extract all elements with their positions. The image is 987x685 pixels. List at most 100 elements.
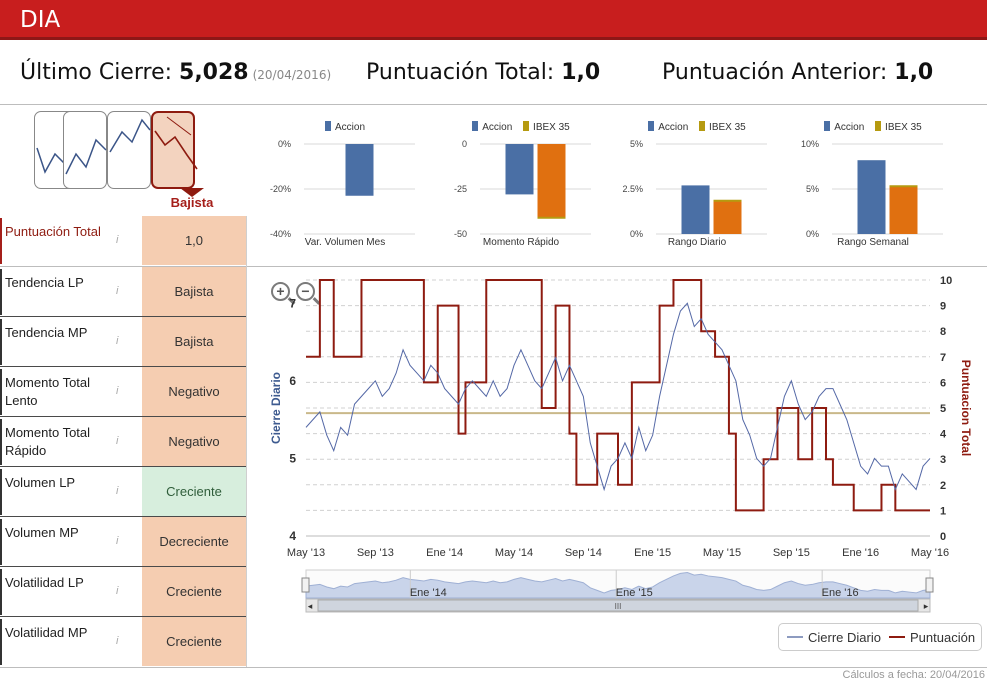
scroll-right-icon: ▸: [924, 601, 929, 611]
navigator-label: Ene '15: [616, 587, 653, 599]
y-right-tick-label: 7: [940, 352, 946, 364]
row-accent: [0, 319, 2, 365]
y-left-tick-label: 6: [289, 374, 296, 388]
indicator-row: Volumen LP i Creciente: [0, 466, 246, 516]
mini-legend: Accion IBEX 35: [788, 121, 958, 133]
legend-item: IBEX 35: [523, 121, 570, 133]
trend-option-up[interactable]: [107, 111, 151, 189]
legend-swatch: [648, 121, 655, 131]
navigator-label: Ene '16: [822, 587, 859, 599]
y-right-tick-label: 0: [940, 531, 946, 543]
row-accent: [0, 619, 2, 665]
y-tick-label: 5%: [806, 184, 819, 194]
legend-swatch: [824, 121, 831, 131]
summary-bar: Último Cierre: 5,028 (20/04/2016) Puntuac…: [0, 50, 987, 100]
row-accent: [0, 218, 2, 264]
legend-item: Accion: [472, 121, 513, 133]
y-tick-label: -25: [454, 184, 467, 194]
divider: [246, 216, 247, 668]
total-score-value: 1,0: [561, 60, 601, 85]
indicator-row: Volatilidad MP i Creciente: [0, 616, 246, 666]
row-accent: [0, 419, 2, 465]
trend-option-sideways[interactable]: [63, 111, 107, 189]
bar-ibex-35: [889, 186, 918, 234]
mini-chart-momentum: Accion IBEX 35 0 -25 -50 Momento Rápido: [436, 112, 606, 252]
info-icon[interactable]: i: [116, 335, 119, 347]
indicator-value: Creciente: [142, 567, 246, 616]
mini-chart-weekly-range: Accion IBEX 35 10% 5% 0% Rango Semanal: [788, 112, 958, 252]
indicator-value: Bajista: [142, 317, 246, 366]
legend-item-cierre[interactable]: Cierre Diario: [787, 630, 881, 645]
mini-chart-title: Var. Volumen Mes: [304, 237, 386, 248]
info-icon[interactable]: i: [116, 385, 119, 397]
legend-item: IBEX 35: [699, 121, 746, 133]
indicator-label: Tendencia MP: [5, 325, 88, 340]
y-tick-label: 0%: [630, 229, 643, 237]
mini-legend: Accion IBEX 35: [436, 121, 606, 133]
trend-option-bearish[interactable]: [151, 111, 198, 189]
bar-ibex-35: [537, 144, 566, 218]
indicator-row: Momento Total Lento i Negativo: [0, 366, 246, 416]
bar-accion: [345, 144, 374, 196]
info-icon[interactable]: i: [116, 635, 119, 647]
legend-swatch: [875, 121, 882, 131]
info-icon[interactable]: i: [116, 585, 119, 597]
info-icon[interactable]: i: [116, 435, 119, 447]
y-right-tick-label: 3: [940, 454, 946, 466]
info-icon[interactable]: i: [116, 485, 119, 497]
divider: [0, 667, 987, 668]
legend-label: IBEX 35: [709, 122, 746, 133]
x-tick-label: Sep '13: [357, 547, 394, 559]
trend-selected-label: Bajista: [170, 195, 214, 210]
selected-pointer: [180, 188, 204, 197]
bar-accion: [681, 185, 710, 234]
legend-label: Accion: [834, 122, 865, 133]
calc-date-footer: Cálculos a fecha: 20/04/2016: [842, 669, 986, 681]
bar-accion: [857, 160, 886, 234]
indicator-row: Tendencia LP i Bajista: [0, 266, 246, 316]
indicator-label: Volatilidad MP: [5, 625, 88, 640]
legend-item: Accion: [648, 121, 689, 133]
indicator-value: Negativo: [142, 417, 246, 466]
x-tick-label: Sep '14: [565, 547, 602, 559]
info-icon[interactable]: i: [116, 285, 119, 297]
info-icon[interactable]: i: [116, 234, 119, 246]
indicator-row: Momento Total Rápido i Negativo: [0, 416, 246, 466]
indicator-row: Tendencia MP i Bajista: [0, 316, 246, 366]
legend-label: Accion: [658, 122, 689, 133]
trend-picker: Bajista: [34, 111, 213, 215]
mini-chart-title: Momento Rápido: [482, 237, 560, 248]
indicator-label: Tendencia LP: [5, 275, 84, 290]
indicator-label: Volumen MP: [5, 525, 79, 540]
zoom-in-icon[interactable]: +: [271, 282, 290, 301]
legend-label: Accion: [482, 122, 513, 133]
zoom-out-icon[interactable]: −: [296, 282, 315, 301]
row-accent: [0, 569, 2, 615]
row-accent: [0, 269, 2, 315]
y-right-tick-label: 10: [940, 275, 952, 287]
indicator-table: Puntuación Total i 1,0 Tendencia LP i Ba…: [0, 216, 246, 666]
legend-item-puntuacion[interactable]: Puntuación: [889, 630, 975, 645]
previous-score-label: Puntuación Anterior:: [662, 60, 888, 85]
indicator-label: Momento Total Lento: [5, 375, 91, 408]
line-chart-icon: [65, 138, 107, 175]
y-tick-label: -20%: [270, 184, 291, 194]
legend-swatch: [324, 121, 331, 131]
divider: [0, 104, 987, 105]
x-tick-label: May '13: [287, 547, 325, 559]
bar-ibex-35: [713, 200, 742, 234]
y-tick-label: 10%: [801, 139, 819, 149]
y-tick-label: 0%: [278, 139, 291, 149]
legend-label: Cierre Diario: [808, 630, 881, 645]
scrollbar-thumb: [317, 599, 919, 612]
total-score-label: Puntuación Total:: [366, 60, 555, 85]
x-tick-label: May '16: [911, 547, 949, 559]
x-tick-label: Ene '16: [842, 547, 879, 559]
y-right-tick-label: 9: [940, 301, 946, 313]
previous-score: Puntuación Anterior: 1,0: [662, 60, 933, 85]
indicator-row: Puntuación Total i 1,0: [0, 216, 246, 266]
legend-item: Accion: [324, 121, 365, 133]
last-close: Último Cierre: 5,028 (20/04/2016): [20, 60, 331, 85]
main-chart-legend: Cierre Diario Puntuación: [778, 623, 982, 651]
info-icon[interactable]: i: [116, 535, 119, 547]
